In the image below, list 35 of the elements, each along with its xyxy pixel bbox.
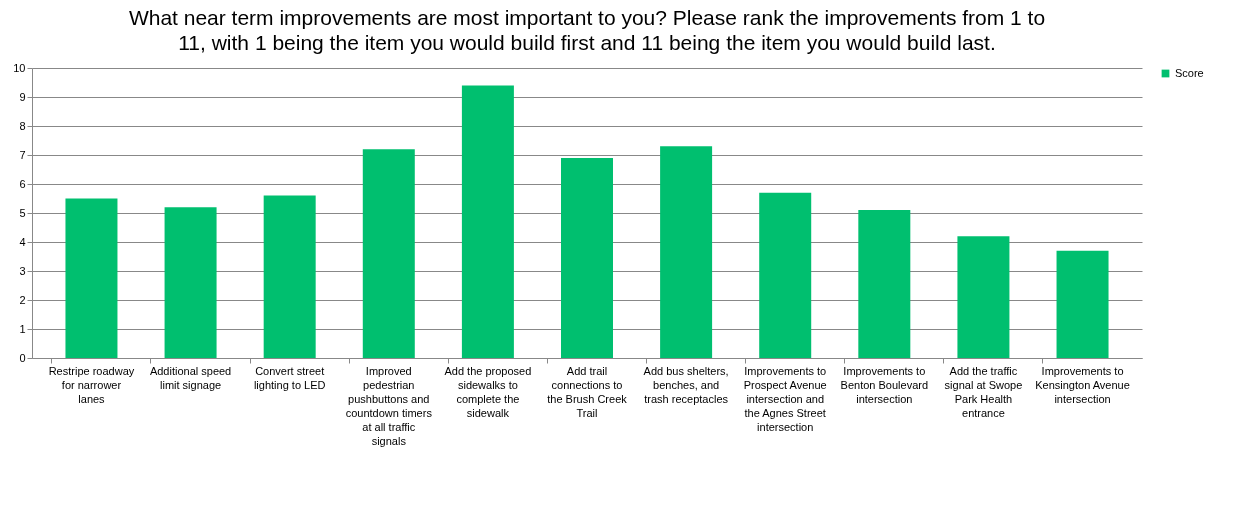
x-tick-label: Convert street lighting to LED bbox=[253, 364, 326, 391]
bar bbox=[461, 85, 514, 358]
bar bbox=[759, 192, 812, 358]
y-tick-label: 5 bbox=[19, 206, 26, 219]
bar bbox=[858, 210, 911, 358]
y-tick-label: 8 bbox=[19, 119, 26, 132]
x-tick-label: Improvements to Kensington Avenue intersection bbox=[1035, 364, 1130, 405]
x-tick-label: Add trail connections to the Brush Creek Trail bbox=[547, 364, 628, 419]
x-tick-label: Restripe roadway for narrower lanes bbox=[48, 364, 135, 405]
y-tick-label: 9 bbox=[19, 90, 26, 103]
x-tick-label: Add the traffic signal at Swope Park Health entrance bbox=[944, 364, 1023, 419]
y-tick-label: 2 bbox=[19, 293, 26, 306]
x-tick-label: Additional speed limit signage bbox=[149, 364, 232, 391]
x-tick-label: Improvements to Prospect Avenue intersection and the Agnes Street intersection bbox=[743, 364, 827, 433]
y-tick-label: 7 bbox=[19, 148, 26, 161]
chart-title: What near term improvements are most important to you? Please rank the improvements from 1 to 11, with 1 being the item you would build first and 11 being the item you would build last. bbox=[128, 6, 1046, 54]
bar bbox=[957, 236, 1010, 358]
y-tick-label: 10 bbox=[13, 61, 26, 74]
bar bbox=[1056, 250, 1109, 358]
x-tick-label: Add the proposed sidewalks to complete the sidewalk bbox=[444, 364, 532, 419]
x-tick-label: Improvements to Benton Boulevard intersection bbox=[840, 364, 929, 405]
y-tick-label: 4 bbox=[19, 235, 26, 248]
y-tick-label: 3 bbox=[19, 264, 26, 277]
x-tick-label: Improved pedestrian pushbuttons and countdown timers at all traffic signals bbox=[345, 364, 433, 447]
bar bbox=[263, 195, 316, 358]
y-tick-label: 1 bbox=[19, 322, 26, 335]
y-tick-label: 0 bbox=[19, 351, 26, 364]
bar bbox=[660, 146, 713, 358]
bar bbox=[164, 207, 217, 358]
bar bbox=[362, 149, 415, 358]
legend-label: Score bbox=[1175, 66, 1204, 79]
y-tick-label: 6 bbox=[19, 177, 26, 190]
bar bbox=[561, 157, 613, 358]
x-tick-label: Add bus shelters, benches, and trash receptacles bbox=[643, 364, 729, 405]
bar bbox=[65, 198, 118, 358]
